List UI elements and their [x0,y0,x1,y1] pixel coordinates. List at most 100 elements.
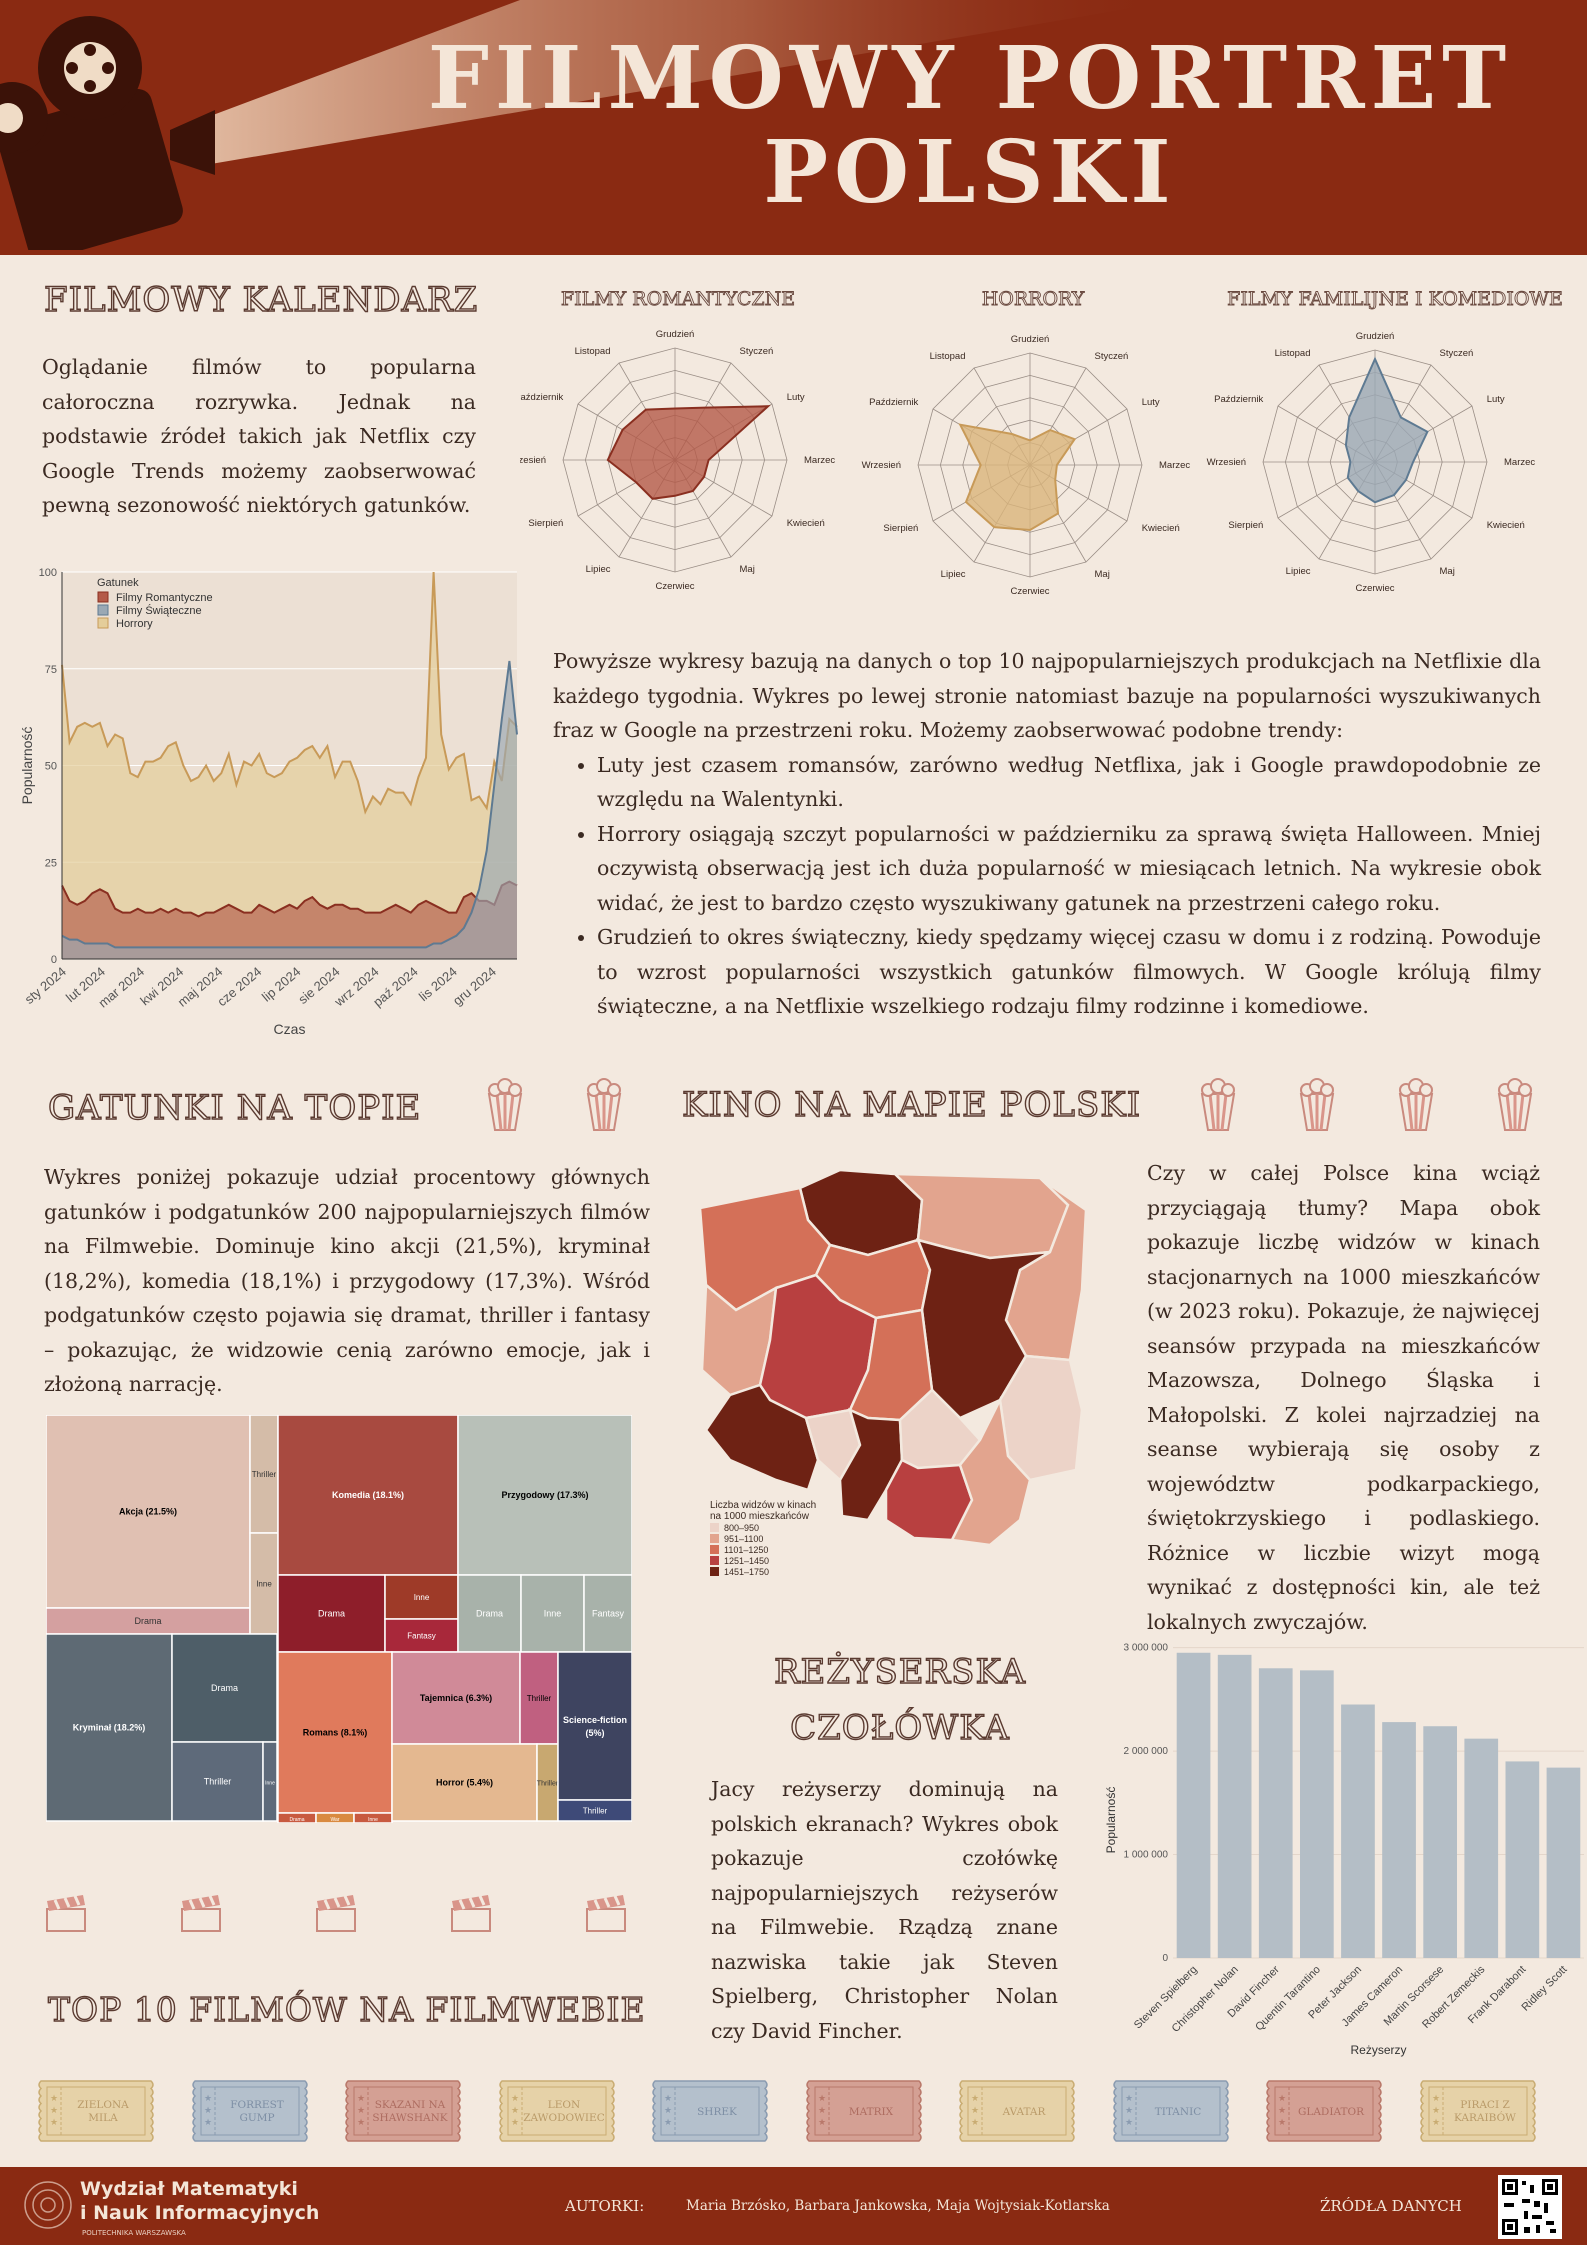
treemap-cell [391,1651,521,1745]
ticket-title: PIRACI Z [1460,2099,1510,2111]
ticket-inner-border [967,2086,1067,2136]
map-legend-item: 1451–1750 [710,1566,910,1577]
ticket-inner-border [507,2086,606,2136]
ticket-title: SHAWSHANK [372,2112,447,2124]
radar-axis-label: Luty [787,392,805,403]
map-legend-swatch [710,1556,719,1565]
treemap-cell [46,1633,173,1822]
trend-legend-label: Horrory [116,618,153,630]
trend-legend-title: Gatunek [97,577,139,589]
dir-ytick-label: 3 000 000 [1124,1643,1169,1654]
ticket-title: MATRIX [848,2106,893,2118]
ticket-star-icon: ★ [971,2093,979,2103]
movie-ticket[interactable]: ★ ★ ★ SHREK [649,2077,771,2145]
movie-ticket[interactable]: ★ ★ ★ GLADIATOR [1263,2077,1385,2145]
ticket-title: TITANIC [1154,2106,1201,2118]
ticket-inner-border [46,2086,146,2136]
qr-code-icon[interactable] [1498,2175,1562,2239]
trend-ytick-label: 25 [45,857,57,869]
genre-treemap: Akcja (21.5%) Drama Thriller Inne Kryminał (… [46,1415,632,1823]
popcorn-icon [1495,1076,1535,1136]
map-legend-swatch [710,1534,719,1543]
treemap-cell [277,1574,386,1653]
ticket-star-icon: ★ [817,2117,825,2127]
ticket-shape [652,2080,768,2142]
treemap-label: Science-fiction (5%) [563,1715,627,1738]
radar-axis-label: Czerwiec [1010,586,1049,597]
treemap-cell [557,1651,632,1801]
ticket-star-icon: ★ [1124,2117,1132,2127]
radar-axis-label: Listopad [930,351,966,362]
radar-series-area [958,423,1077,532]
ticket-title: GUMP [239,2112,274,2124]
treemap-cell [46,1607,251,1635]
treemap-label: Romans (8.1%) [303,1728,368,1738]
radar-axis-label: Maj [1440,566,1455,577]
radar-axis-label: Listopad [575,346,611,357]
sources-link[interactable]: ŹRÓDŁA DANYCH [1320,2197,1462,2215]
authors-label: AUTORKI: [565,2197,645,2215]
movie-ticket[interactable]: ★ ★ ★ MATRIX [803,2077,925,2145]
ticket-star-icon: ★ [203,2117,211,2127]
map-legend-label: 800–950 [724,1522,760,1533]
treemap-cell [520,1574,585,1653]
radar-axis-label: Kwiecień [1487,520,1525,531]
radar-title-romance: FILMY ROMANTYCZNE [560,288,796,311]
treemap-label: Inne [414,1593,430,1602]
treemap-label: Inne [368,1817,378,1823]
ticket-shape [191,2080,308,2142]
ticket-shape [498,2080,615,2142]
ticket-star-icon: ★ [357,2105,365,2115]
treemap-label: Fantasy [592,1609,625,1619]
trend-series-area [62,572,517,959]
dir-bar [1217,1654,1252,1958]
treemap-label: Thriller [252,1470,277,1479]
calendar-description-intro: Powyższe wykresy bazują na danych o top … [553,649,1541,742]
dir-bar [1341,1704,1375,1958]
movie-ticket[interactable]: ★ ★ ★ TITANIC [1110,2077,1232,2145]
ticket-star-icon: ★ [50,2117,58,2127]
trend-ytick-label: 100 [39,567,57,579]
treemap-label: Kryminał (18.2%) [73,1723,146,1733]
trend-legend-label: Filmy Romantyczne [116,592,213,604]
radar-axis-label: Styczeń [1095,351,1129,362]
ticket-star-icon: ★ [357,2117,365,2127]
map-legend-swatch [710,1545,719,1554]
radar-axis-label: Wrzesień [862,460,901,471]
map-legend-title: Liczba widzów w kinach na 1000 mieszkańcó… [710,1500,817,1522]
treemap-cell [519,1651,559,1745]
map-legend-item: 800–950 [710,1522,910,1533]
treemap-cell [277,1415,459,1576]
university-logo-icon [24,2181,72,2229]
treemap-label: Inne [544,1609,562,1619]
top10-title: TOP 10 FILMÓW NA FILMWEBIE [47,1989,646,2029]
ticket-shape [1266,2080,1382,2142]
ticket-shape [1112,2080,1229,2142]
ticket-title: LEON [547,2099,579,2111]
map-title: KINO NA MAPIE POLSKI [681,1084,1142,1125]
treemap-label: Thriller [537,1781,559,1788]
ticket-star-icon: ★ [510,2117,518,2127]
genres-title: GATUNKI NA TOPIE [47,1087,422,1128]
region-dolnoslaskie [704,1383,820,1492]
ticket-shape [38,2080,154,2142]
map-legend-items: 800–950 951–1100 1101–1250 1251–1450 1451–17… [710,1522,910,1577]
movie-ticket[interactable]: ★ ★ ★ AVATAR [956,2077,1078,2145]
radar-series-area [1344,356,1429,504]
directors-text: Jacy reżyserzy dominują na polskich ekra… [711,1777,1058,2043]
ticket-star-icon: ★ [1124,2105,1132,2115]
ticket-shape [1419,2080,1536,2142]
ticket-inner-border [353,2086,453,2136]
dir-ytick-label: 2 000 000 [1124,1746,1169,1757]
university-name: Wydział Matematyki i Nauk Informacyjnych [80,2178,320,2224]
treemap-cell [457,1415,632,1576]
map-legend-item: 1251–1450 [710,1555,910,1566]
treemap-label: Thriller [527,1694,552,1703]
region-slaskie [838,1407,904,1522]
